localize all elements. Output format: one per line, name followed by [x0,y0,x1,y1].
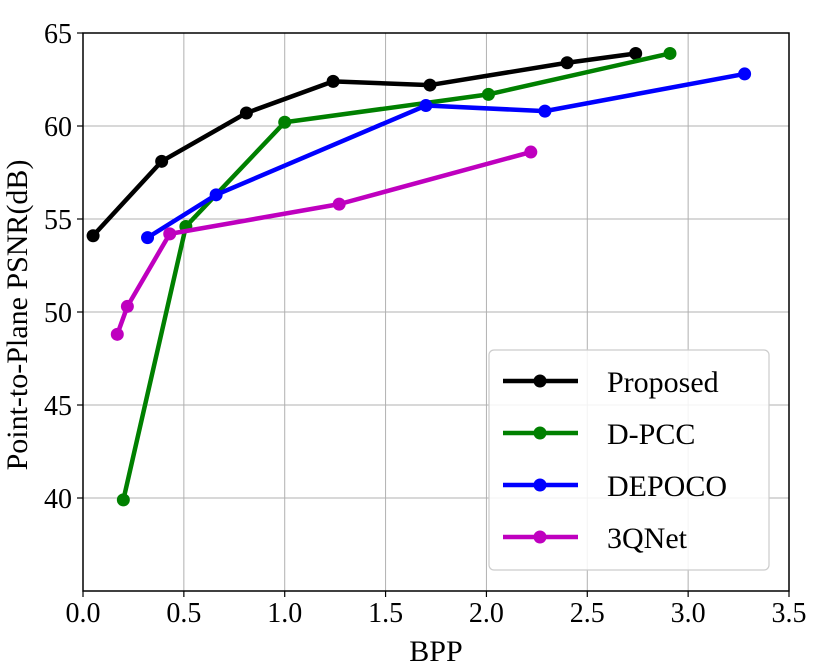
legend-item-depoco: DEPOCO [503,470,727,503]
legend-marker [533,374,547,388]
series-layer [86,46,752,507]
data-point-3qnet [163,227,177,241]
x-axis-label: BPP [409,635,462,664]
x-tick-label: 2.5 [570,598,605,629]
legend-marker [533,426,547,440]
y-axis-label: Point-to-Plane PSNR(dB) [1,160,34,471]
y-tick-label: 65 [44,19,72,50]
x-tick-label: 3.5 [772,598,807,629]
data-point-3qnet [120,299,134,313]
x-tick-label: 0.5 [166,598,201,629]
data-point-depoco [419,99,433,113]
x-tick-label: 1.5 [368,598,403,629]
legend: Proposed D-PCC DEPOCO 3QNet [488,349,770,571]
legend-marker [533,530,547,544]
axis-ticks: 0.0 0.5 1.0 1.5 2.0 2.5 3.0 3.5 40 45 50 55 60 65 [44,19,807,629]
legend-box [488,349,770,571]
x-tick-label: 2.0 [469,598,504,629]
data-point-3qnet [332,197,346,211]
y-tick-label: 40 [44,484,72,515]
data-point-3qnet [110,327,124,341]
legend-item-3qnet: 3QNet [503,522,688,555]
x-tick-label: 0.0 [66,598,101,629]
legend-label: DEPOCO [607,470,727,503]
legend-label: D-PCC [607,418,695,451]
data-point-depoco [538,104,552,118]
data-point-depoco [209,188,223,202]
series-depoco [141,67,752,245]
data-point-d-pcc [663,46,677,60]
data-point-proposed [423,78,437,92]
legend-marker [533,478,547,492]
data-point-proposed [155,154,169,168]
legend-item-d-pcc: D-PCC [503,418,695,451]
y-tick-label: 60 [44,112,72,143]
data-point-3qnet [524,145,538,159]
series-proposed [86,46,643,243]
data-point-proposed [86,229,100,243]
y-tick-label: 50 [44,298,72,329]
data-point-proposed [629,46,643,60]
x-tick-label: 1.0 [267,598,302,629]
data-point-depoco [141,231,155,245]
data-point-d-pcc [116,493,130,507]
y-tick-label: 45 [44,391,72,422]
data-point-proposed [326,74,340,88]
y-tick-label: 55 [44,205,72,236]
series-3qnet [110,145,538,341]
legend-label: 3QNet [607,522,688,555]
data-point-depoco [738,67,752,81]
series-line-3qnet [115,149,532,336]
data-point-d-pcc [481,87,495,101]
legend-item-proposed: Proposed [503,366,719,399]
data-point-proposed [239,106,253,120]
data-point-d-pcc [278,115,292,129]
x-tick-label: 3.0 [671,598,706,629]
legend-label: Proposed [607,366,719,399]
data-point-proposed [560,56,574,70]
